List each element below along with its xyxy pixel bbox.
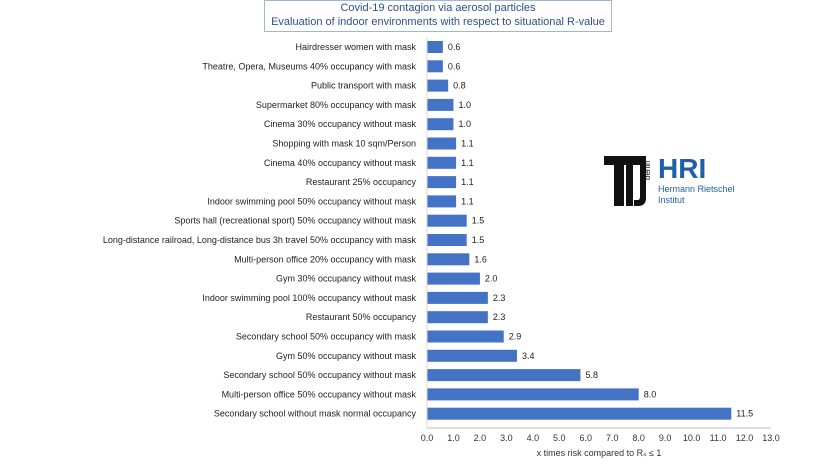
value-label: 0.8 [453,81,466,91]
category-label: Gym 50% occupancy without mask [276,351,417,361]
value-label: 2.9 [509,332,522,342]
value-label: 0.6 [448,42,461,52]
logo-line2: Institut [658,195,685,205]
value-label: 11.5 [736,409,753,419]
value-label: 1.0 [458,100,471,110]
value-label: 1.1 [461,139,474,149]
value-labels: 0.6 0.6 0.8 1.0 1.0 1.1 1.1 1.1 1.1 1.5 1.5 1.6 2.0 2… [448,42,753,419]
value-label: 1.6 [474,254,487,264]
value-label: 2.3 [493,293,506,303]
bar [427,137,457,150]
value-label: 1.5 [472,235,485,245]
category-label: Secondary school 50% occupancy without m… [223,370,416,380]
logo-seal-text: berlin [643,160,652,180]
bar [427,349,517,362]
bar [427,195,457,208]
category-label: Public transport with mask [311,81,417,91]
bar [427,214,467,227]
value-label: 3.4 [522,351,535,361]
bar [427,176,457,189]
x-tick-label: 10.0 [683,433,701,443]
bar [427,388,639,401]
chart-subtitle: Evaluation of indoor environments with r… [271,16,605,28]
value-label: 1.1 [461,158,474,168]
chart-title-box: Covid-19 contagion via aerosol particles… [264,0,612,32]
bar [427,234,467,246]
bar [427,330,504,343]
category-label: Restaurant 50% occupancy [306,312,417,322]
category-label: Long-distance railroad, Long-distance bu… [103,235,417,245]
x-tick-label: 6.0 [580,433,593,443]
category-label: Secondary school 50% occupancy with mask [236,332,417,342]
bar [427,311,488,324]
category-label: Cinema 40% occupancy without mask [264,158,417,168]
bar [427,98,454,111]
bar [427,60,443,73]
value-label: 2.3 [493,312,506,322]
x-tick-label: 8.0 [632,433,645,443]
x-tick-label: 9.0 [659,433,672,443]
category-label: Hairdresser women with mask [295,42,416,52]
category-label: Indoor swimming pool 50% occupancy witho… [207,196,416,206]
x-tick-label: 13.0 [762,433,780,443]
category-label: Multi-person office 50% occupancy withou… [222,389,417,399]
category-label: Multi-person office 20% occupancy with m… [234,254,416,264]
x-tick-label: 3.0 [500,433,513,443]
category-label: Sports hall (recreational sport) 50% occ… [174,216,416,226]
value-label: 1.1 [461,177,474,187]
x-tick-label: 5.0 [553,433,566,443]
x-tick-label: 12.0 [736,433,754,443]
bar [427,407,732,420]
category-label: Gym 30% occupancy without mask [276,274,417,284]
x-axis-label: x times risk compared to Rₛ ≤ 1 [537,448,662,458]
value-label: 1.1 [461,196,474,206]
category-labels: Hairdresser women with mask Theatre, Oper… [103,42,417,419]
bars-layer [427,41,732,420]
value-label: 1.0 [458,119,471,129]
value-label: 0.6 [448,61,461,71]
logo-line1: Hermann Rietschel [658,184,735,194]
bar [427,272,480,285]
x-tick-label: 4.0 [527,433,540,443]
value-label: 2.0 [485,274,498,284]
category-label: Cinema 30% occupancy without mask [264,119,417,129]
bar [427,156,457,169]
bar [427,79,449,92]
value-label: 8.0 [644,389,657,399]
x-tick-label: 2.0 [474,433,487,443]
bar [427,291,488,304]
x-tick-label: 7.0 [606,433,619,443]
category-label: Indoor swimming pool 100% occupancy with… [202,293,416,303]
tu-berlin-mark-icon [604,156,646,206]
bar [427,369,581,382]
x-axis: 0.0 1.0 2.0 3.0 4.0 5.0 6.0 7.0 8.0 9.0 10.0 11.0 12… [421,37,780,443]
bar [427,253,470,266]
category-label: Restaurant 25% occupancy [306,177,417,187]
category-label: Supermarket 80% occupancy with mask [256,100,417,110]
category-label: Shopping with mask 10 sqm/Person [272,139,416,149]
category-label: Theatre, Opera, Museums 40% occupancy wi… [202,61,416,71]
x-tick-label: 11.0 [710,433,727,443]
bar [427,41,443,53]
x-tick-label: 1.0 [447,433,460,443]
hri-logo: berlin HRI Hermann Rietschel Institut [604,153,735,206]
value-label: 5.8 [585,370,598,380]
chart-title: Covid-19 contagion via aerosol particles [340,2,536,14]
value-label: 1.5 [472,216,485,226]
category-label: Secondary school without mask normal occ… [214,409,417,419]
bar [427,118,454,131]
x-tick-label: 0.0 [421,433,434,443]
logo-letters: HRI [658,153,706,184]
